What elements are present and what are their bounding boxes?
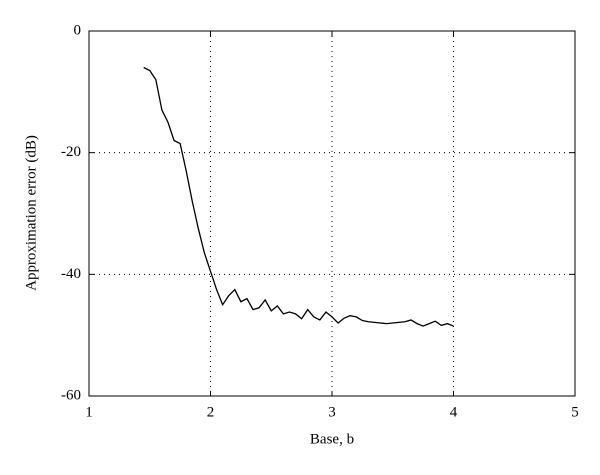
x-tick-label: 5 xyxy=(571,404,579,420)
x-tick-label: 3 xyxy=(328,404,336,420)
x-tick-label: 4 xyxy=(450,404,458,420)
x-tick-label: 1 xyxy=(85,404,93,420)
y-tick-label: -40 xyxy=(61,266,81,282)
data-line xyxy=(143,66,454,327)
x-axis-label: Base, b xyxy=(310,431,354,447)
x-tick-label: 2 xyxy=(207,404,215,420)
y-tick-label: 0 xyxy=(74,22,82,38)
y-tick-label: -60 xyxy=(61,387,81,403)
plot-frame xyxy=(88,30,576,397)
y-axis-label: Approximation error (dB) xyxy=(23,135,39,291)
y-tick-label: -20 xyxy=(61,144,81,160)
